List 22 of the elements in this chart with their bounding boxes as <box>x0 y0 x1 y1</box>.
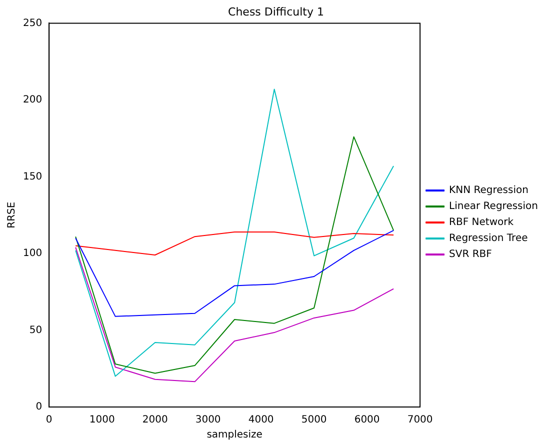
x-tick-label: 4000 <box>248 414 274 426</box>
x-tick-label: 0 <box>46 414 52 426</box>
legend-label: SVR RBF <box>449 249 492 260</box>
chart-title: Chess Difficulty 1 <box>228 5 324 18</box>
legend-label: Linear Regression <box>449 201 538 212</box>
x-tick-label: 7000 <box>407 414 433 426</box>
y-tick-label: 250 <box>22 18 42 29</box>
legend-label: RBF Network <box>449 217 514 228</box>
y-tick-label: 100 <box>22 248 42 260</box>
x-tick-label: 1000 <box>89 414 115 426</box>
legend-label: KNN Regression <box>449 185 528 196</box>
y-tick-label: 200 <box>22 94 42 106</box>
y-tick-label: 0 <box>36 402 42 413</box>
x-tick-label: 6000 <box>354 414 380 426</box>
y-axis-title: RRSE <box>6 202 18 228</box>
y-tick-label: 50 <box>29 324 42 336</box>
legend-label: Regression Tree <box>449 233 528 244</box>
x-axis-title: samplesize <box>206 430 262 441</box>
x-tick-label: 2000 <box>142 414 168 426</box>
x-tick-label: 5000 <box>301 414 327 426</box>
x-tick-label: 3000 <box>195 414 221 426</box>
y-tick-label: 150 <box>22 171 42 182</box>
